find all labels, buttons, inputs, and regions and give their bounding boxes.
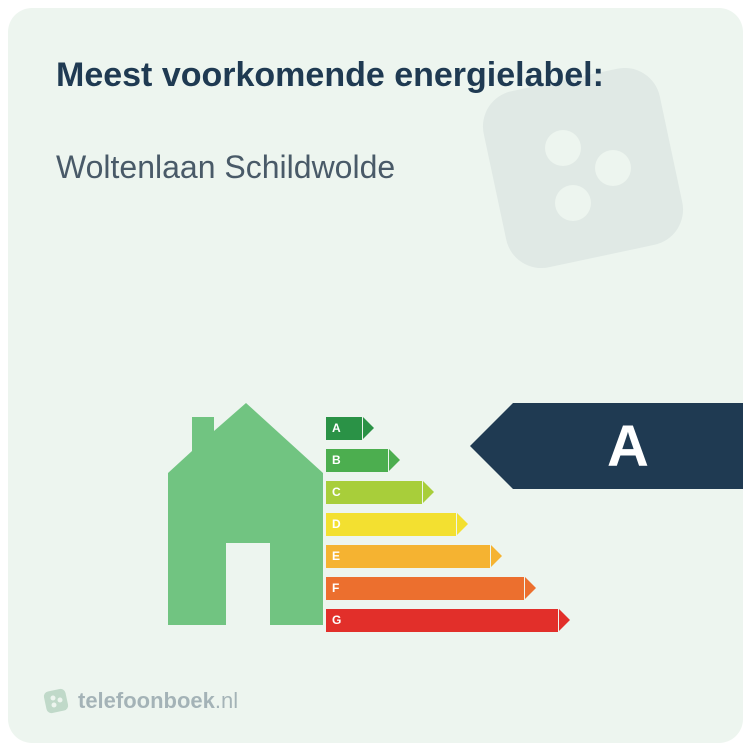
energy-bar-g: G	[326, 605, 558, 635]
footer-brand-name: telefoonboek	[78, 688, 215, 713]
energy-bar-label: F	[326, 577, 524, 600]
energy-label-card: Meest voorkomende energielabel: Woltenla…	[8, 8, 743, 743]
energy-bar-label: A	[326, 417, 362, 440]
energy-bar-label: E	[326, 545, 490, 568]
energy-bar-f: F	[326, 573, 558, 603]
energy-bar-d: D	[326, 509, 558, 539]
footer-brand: telefoonboek.nl	[78, 688, 238, 714]
footer-brand-tld: .nl	[215, 688, 238, 713]
result-label: A	[607, 413, 649, 480]
house-icon	[168, 403, 328, 628]
energy-bar-label: B	[326, 449, 388, 472]
energy-bar-e: E	[326, 541, 558, 571]
result-badge: A	[513, 403, 743, 489]
energy-bar-label: C	[326, 481, 422, 504]
footer: telefoonboek.nl	[42, 687, 238, 715]
energy-bar-label: D	[326, 513, 456, 536]
energy-bar-label: G	[326, 609, 558, 632]
background-decoration	[433, 18, 733, 318]
footer-logo-icon	[42, 687, 70, 715]
